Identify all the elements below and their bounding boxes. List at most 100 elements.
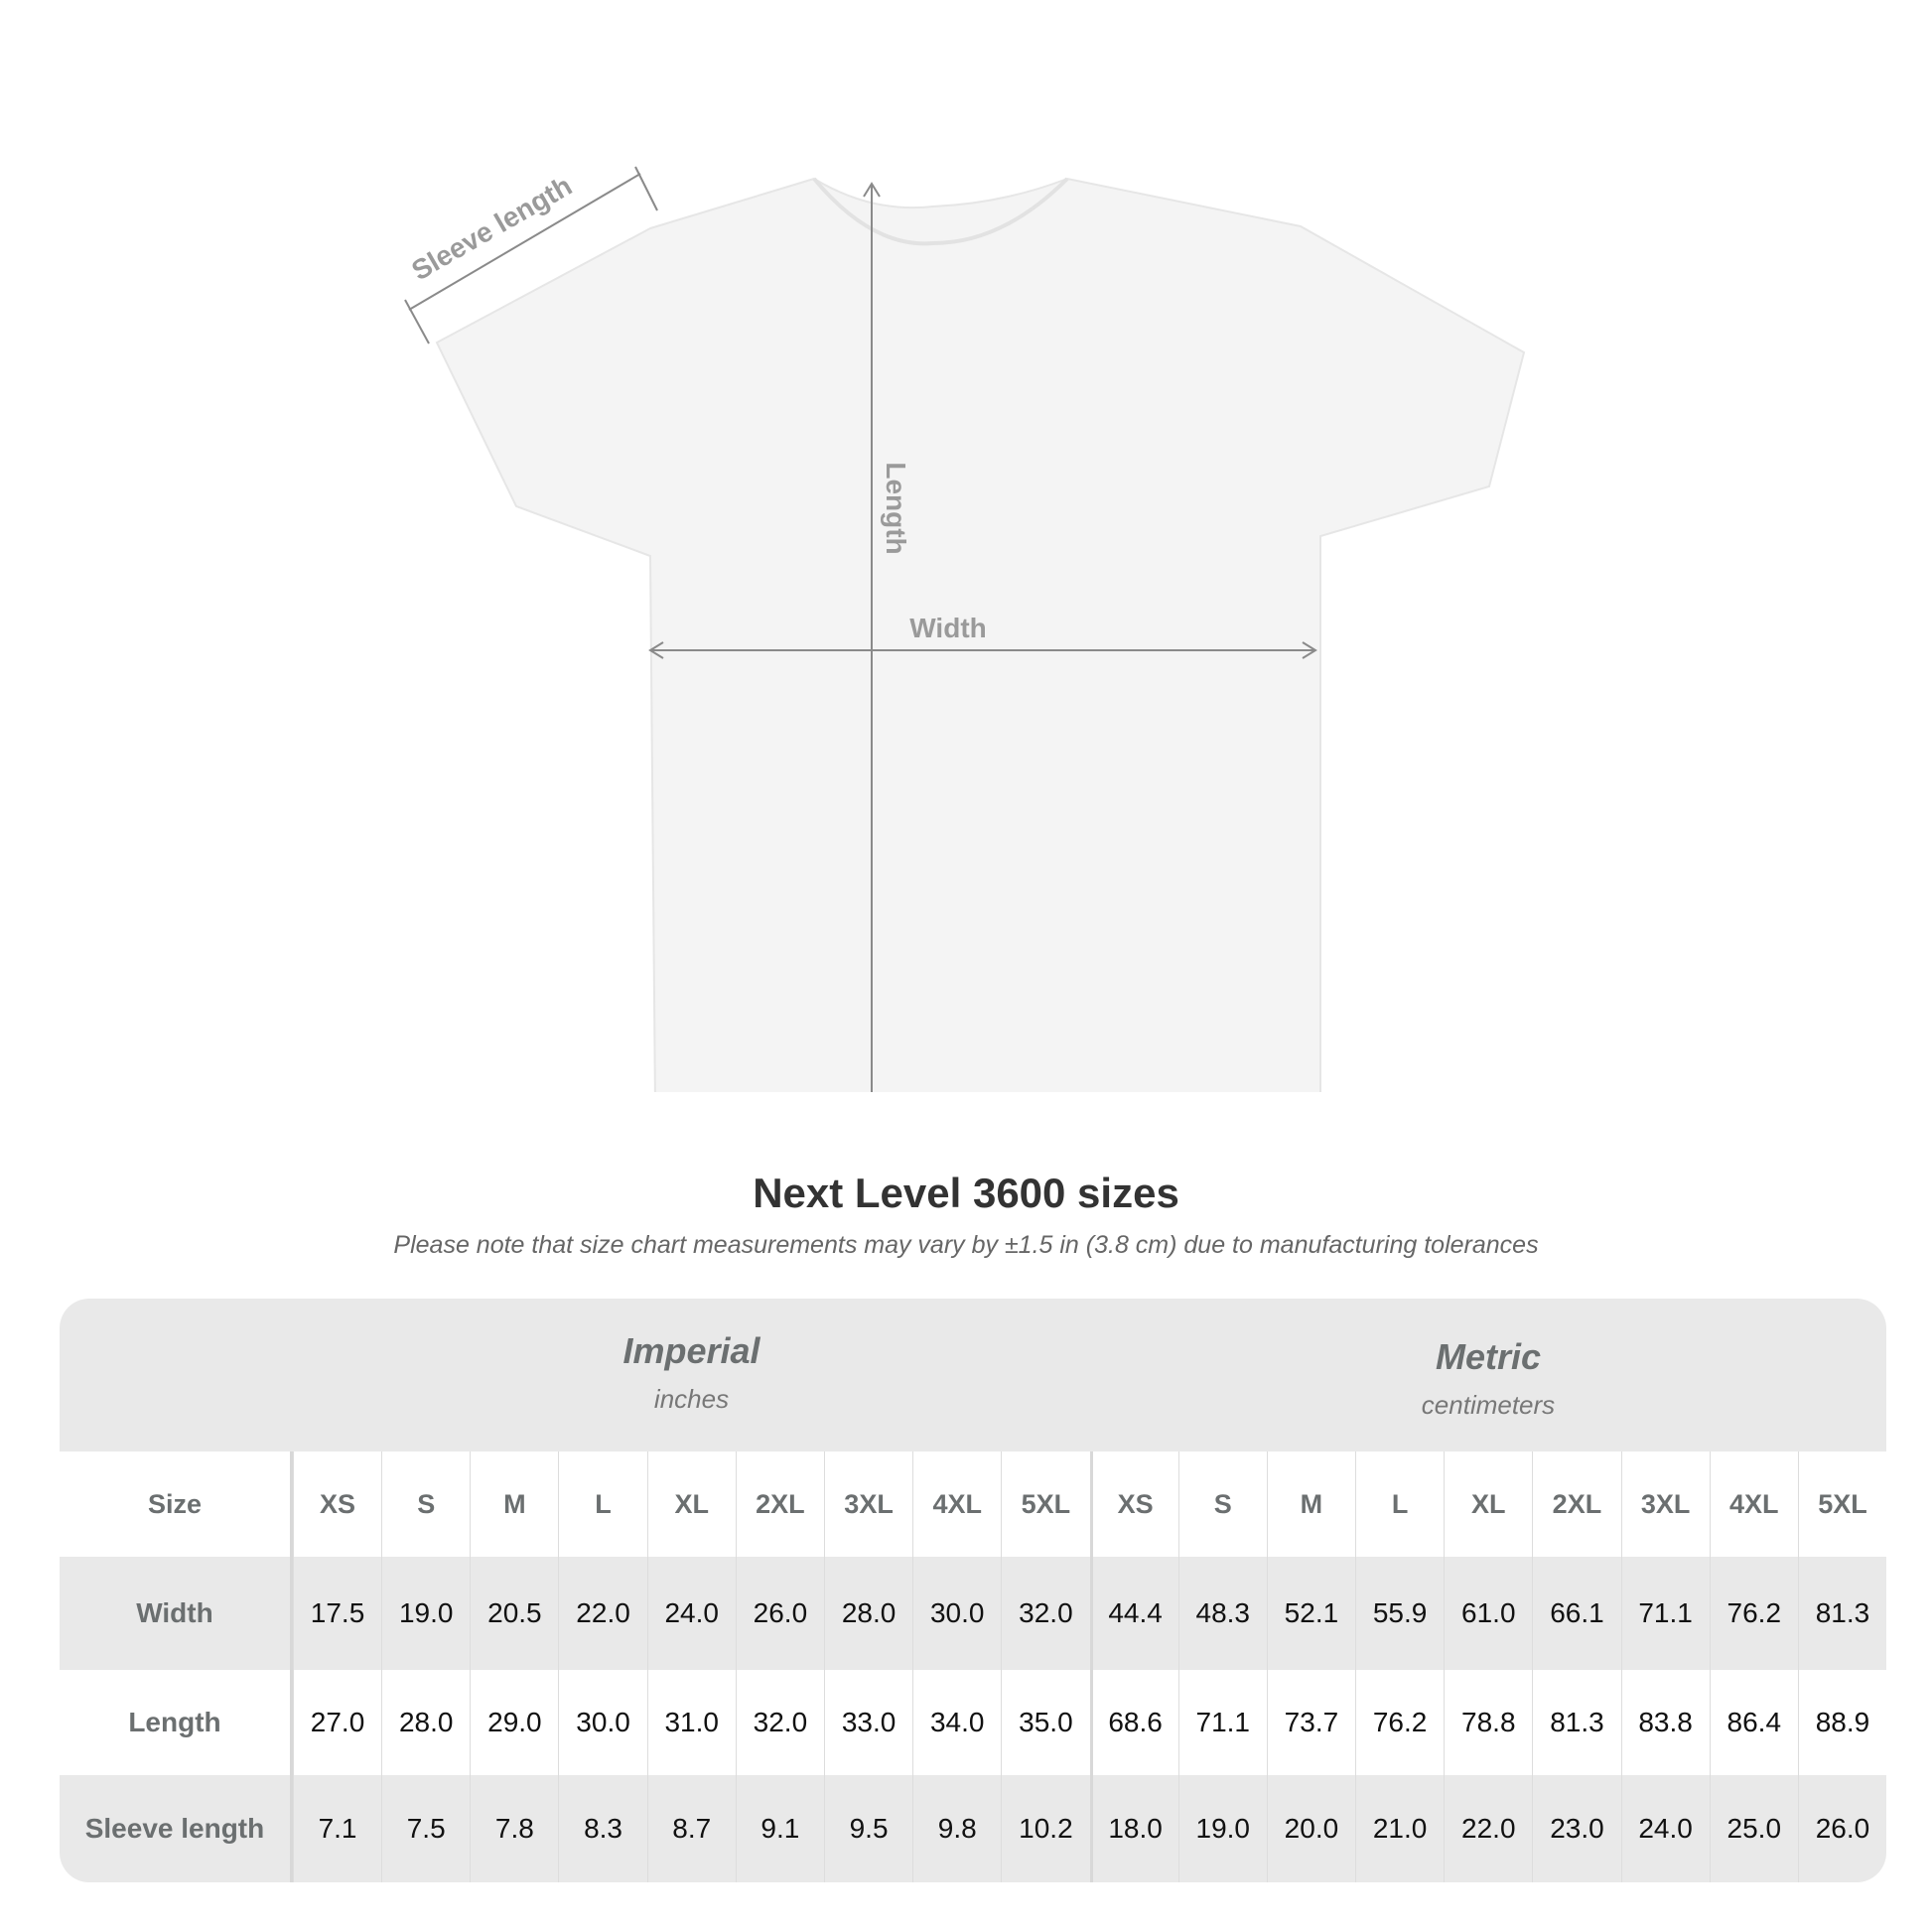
value-cell-metric: 81.3: [1797, 1557, 1886, 1670]
row-label: Length: [60, 1670, 293, 1775]
value-cell-imperial: 7.5: [381, 1775, 470, 1882]
value-cell-imperial: 35.0: [1001, 1670, 1089, 1775]
sleeve-tick-right: [634, 166, 658, 211]
value-cell-metric: 52.1: [1266, 1557, 1355, 1670]
size-header-imperial: S: [381, 1451, 470, 1557]
table-row: Sleeve length 7.1 7.5 7.8 8.3 8.7 9.1 9.5 9.8 10.…: [60, 1775, 1886, 1882]
size-header-imperial: 4XL: [912, 1451, 1001, 1557]
size-label: Size: [60, 1451, 293, 1557]
value-cell-metric: 76.2: [1709, 1557, 1798, 1670]
value-cell-metric: 25.0: [1709, 1775, 1798, 1882]
size-header-imperial: 3XL: [823, 1451, 912, 1557]
value-cell-imperial: 24.0: [646, 1557, 736, 1670]
size-header-metric: S: [1177, 1451, 1267, 1557]
value-cell-metric: 68.6: [1089, 1670, 1178, 1775]
metric-unit: centimeters: [1421, 1390, 1556, 1420]
value-cell-imperial: 30.0: [558, 1670, 646, 1775]
value-cell-imperial: 30.0: [912, 1557, 1001, 1670]
value-cell-metric: 81.3: [1532, 1670, 1620, 1775]
value-cell-imperial: 7.1: [292, 1775, 381, 1882]
size-header-metric: 3XL: [1620, 1451, 1710, 1557]
width-arrowhead-right: [1302, 641, 1317, 659]
value-cell-imperial: 32.0: [735, 1670, 824, 1775]
value-cell-imperial: 22.0: [558, 1557, 646, 1670]
size-table: Imperial inches Metric centimeters Size X…: [60, 1299, 1886, 1882]
value-cell-imperial: 26.0: [735, 1557, 824, 1670]
size-header-metric: M: [1266, 1451, 1355, 1557]
value-cell-metric: 71.1: [1620, 1557, 1710, 1670]
row-label: Width: [60, 1557, 293, 1670]
size-header-imperial: 5XL: [1001, 1451, 1089, 1557]
value-cell-imperial: 10.2: [1001, 1775, 1089, 1882]
value-cell-metric: 20.0: [1266, 1775, 1355, 1882]
value-cell-imperial: 28.0: [381, 1670, 470, 1775]
value-cell-metric: 73.7: [1266, 1670, 1355, 1775]
width-arrowhead-left: [648, 641, 664, 659]
value-cell-imperial: 31.0: [646, 1670, 736, 1775]
sleeve-label: Sleeve length: [406, 170, 577, 286]
value-cell-imperial: 28.0: [823, 1557, 912, 1670]
value-cell-imperial: 27.0: [292, 1670, 381, 1775]
value-cell-imperial: 9.8: [912, 1775, 1001, 1882]
value-cell-metric: 78.8: [1444, 1670, 1532, 1775]
value-cell-imperial: 20.5: [470, 1557, 558, 1670]
value-cell-imperial: 19.0: [381, 1557, 470, 1670]
value-cell-imperial: 8.3: [558, 1775, 646, 1882]
value-cell-metric: 19.0: [1177, 1775, 1267, 1882]
metric-header: Metric centimeters: [1090, 1299, 1886, 1489]
value-cell-metric: 71.1: [1177, 1670, 1267, 1775]
value-cell-imperial: 9.1: [735, 1775, 824, 1882]
value-cell-metric: 22.0: [1444, 1775, 1532, 1882]
page-title: Next Level 3600 sizes: [753, 1170, 1179, 1216]
imperial-header: Imperial inches: [293, 1299, 1090, 1483]
value-cell-imperial: 29.0: [470, 1670, 558, 1775]
size-header-metric: 5XL: [1797, 1451, 1886, 1557]
size-header-imperial: M: [470, 1451, 558, 1557]
row-label: Sleeve length: [60, 1775, 293, 1882]
value-cell-metric: 88.9: [1797, 1670, 1886, 1775]
width-label: Width: [909, 613, 987, 643]
value-cell-metric: 86.4: [1709, 1670, 1798, 1775]
tshirt-collar: [812, 177, 1069, 246]
sleeve-arrow: [408, 173, 641, 311]
value-cell-metric: 61.0: [1444, 1557, 1532, 1670]
size-header-metric: L: [1355, 1451, 1444, 1557]
value-cell-metric: 76.2: [1355, 1670, 1444, 1775]
size-header-imperial: L: [558, 1451, 646, 1557]
value-cell-metric: 18.0: [1089, 1775, 1178, 1882]
size-header-metric: XL: [1444, 1451, 1532, 1557]
value-cell-metric: 24.0: [1620, 1775, 1710, 1882]
tolerance-note: Please note that size chart measurements…: [393, 1231, 1539, 1259]
tshirt-body: [435, 177, 1526, 1092]
value-cell-imperial: 34.0: [912, 1670, 1001, 1775]
value-cell-metric: 26.0: [1797, 1775, 1886, 1882]
value-cell-imperial: 8.7: [646, 1775, 736, 1882]
value-cell-metric: 23.0: [1532, 1775, 1620, 1882]
imperial-heading: Imperial: [622, 1330, 760, 1371]
value-cell-metric: 48.3: [1177, 1557, 1267, 1670]
value-cell-metric: 44.4: [1089, 1557, 1178, 1670]
imperial-unit: inches: [653, 1384, 730, 1414]
value-cell-imperial: 32.0: [1001, 1557, 1089, 1670]
size-header-metric: 4XL: [1709, 1451, 1798, 1557]
value-cell-imperial: 17.5: [292, 1557, 381, 1670]
value-cell-imperial: 33.0: [823, 1670, 912, 1775]
value-cell-metric: 21.0: [1355, 1775, 1444, 1882]
metric-heading: Metric: [1435, 1336, 1542, 1377]
value-cell-metric: 55.9: [1355, 1557, 1444, 1670]
length-arrowhead-top: [863, 182, 881, 198]
value-cell-imperial: 9.5: [823, 1775, 912, 1882]
size-header-metric: 2XL: [1532, 1451, 1620, 1557]
tshirt-diagram: Sleeve length Length Width: [404, 166, 1526, 1092]
size-header-imperial: 2XL: [735, 1451, 824, 1557]
table-row: Length 27.0 28.0 29.0 30.0 31.0 32.0 33.0 34.0 35…: [60, 1670, 1886, 1775]
size-header-row: Size XS S M L XL 2XL 3XL 4XL 5XL XS S M L XL 2XL 3XL 4XL 5…: [60, 1451, 1886, 1557]
table-row: Width 17.5 19.0 20.5 22.0 24.0 26.0 28.0 30.0 32.…: [60, 1557, 1886, 1670]
size-header-imperial: XL: [646, 1451, 736, 1557]
length-label: Length: [881, 462, 911, 554]
value-cell-metric: 66.1: [1532, 1557, 1620, 1670]
value-cell-metric: 83.8: [1620, 1670, 1710, 1775]
size-header-metric: XS: [1089, 1451, 1178, 1557]
sleeve-tick-left: [404, 299, 430, 345]
size-header-imperial: XS: [292, 1451, 381, 1557]
